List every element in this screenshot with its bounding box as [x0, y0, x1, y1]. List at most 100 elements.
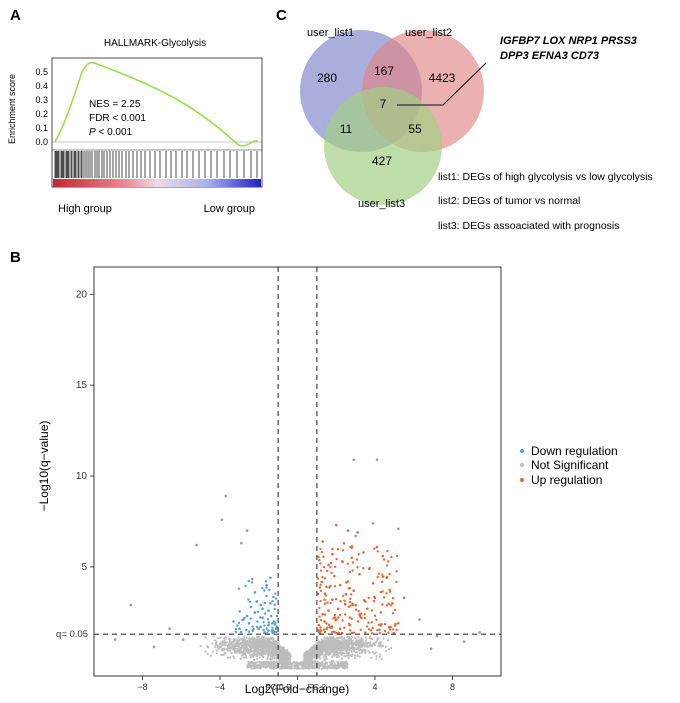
ns-point: [346, 648, 349, 651]
ns-point: [269, 651, 272, 654]
up-point: [319, 562, 322, 565]
ns-point: [229, 643, 233, 646]
ns-point: [284, 653, 287, 656]
ns-point: [311, 666, 314, 669]
ns-point: [350, 641, 354, 645]
ns-point: [313, 667, 316, 670]
up-point: [369, 629, 373, 632]
ns-point: [328, 636, 332, 639]
ns-point: [346, 666, 349, 669]
fc-threshold-label: FC 0.5: [265, 682, 291, 692]
ns-point: [257, 638, 260, 641]
up-point: [333, 630, 336, 633]
ns-point: [253, 651, 256, 655]
ns-point: [360, 649, 364, 652]
ns-point: [270, 667, 274, 670]
ns-point: [315, 651, 318, 655]
up-point: [341, 549, 345, 552]
ns-point: [344, 644, 347, 647]
ns-point: [271, 657, 274, 660]
down-point: [247, 630, 251, 633]
ns-point: [269, 658, 272, 661]
ns-point: [363, 645, 366, 648]
up-point: [344, 603, 347, 606]
ns-point: [325, 643, 329, 646]
down-point: [268, 588, 271, 592]
down-point: [241, 619, 244, 622]
ns-point: [215, 640, 218, 643]
up-point: [346, 562, 349, 565]
down-point: [234, 630, 238, 634]
gsea-ytick: 0.5: [35, 67, 48, 77]
ns-point: [267, 643, 271, 646]
ns-point: [361, 651, 364, 654]
ns-point: [342, 665, 345, 668]
ns-point: [249, 656, 252, 659]
ns-point: [259, 666, 262, 669]
ns-point: [257, 635, 260, 638]
ns-point: [345, 646, 348, 649]
ns-point: [231, 644, 234, 647]
ns-point: [358, 655, 361, 658]
ns-point: [240, 647, 243, 650]
ns-point: [306, 652, 309, 655]
up-point: [317, 623, 321, 627]
ns-point: [281, 665, 284, 668]
outlier-point: [371, 522, 375, 525]
up-point: [378, 628, 381, 631]
up-point: [349, 545, 352, 549]
down-point: [265, 586, 268, 589]
ns-point: [321, 661, 324, 664]
ns-point: [323, 649, 326, 652]
venn-gene-callout-line: [397, 62, 487, 106]
ns-point: [354, 640, 357, 643]
down-point: [256, 610, 260, 613]
down-point: [249, 605, 253, 609]
up-point: [373, 595, 376, 598]
up-point: [318, 606, 321, 610]
up-point: [370, 632, 374, 635]
ns-point: [226, 648, 229, 651]
ns-point: [272, 667, 275, 670]
ns-point: [349, 637, 352, 640]
ns-point: [322, 667, 325, 670]
up-point: [395, 580, 398, 584]
ns-point: [250, 667, 253, 670]
ns-point: [286, 656, 289, 659]
ns-point: [266, 657, 269, 661]
down-point: [251, 577, 254, 581]
ns-point: [361, 640, 364, 643]
ns-point: [366, 646, 369, 649]
outlier-point: [181, 638, 185, 641]
up-point: [389, 604, 392, 607]
ns-point: [365, 644, 368, 647]
ns-point: [336, 661, 339, 664]
outlier-point: [129, 603, 133, 607]
ns-point: [272, 646, 275, 649]
ns-point: [241, 653, 244, 656]
ns-point: [309, 649, 312, 652]
ns-point: [263, 661, 266, 664]
ns-point: [261, 653, 264, 656]
ns-point: [245, 636, 248, 639]
up-point: [359, 628, 362, 631]
ns-point: [351, 644, 354, 647]
gsea-pvalue: P < 0.001: [89, 127, 133, 138]
ns-point: [242, 656, 245, 659]
ns-point: [370, 637, 373, 640]
ns-point: [346, 644, 349, 647]
ns-point: [312, 646, 315, 650]
ns-point: [218, 645, 221, 648]
ns-point: [241, 639, 244, 642]
up-point: [393, 624, 397, 627]
ns-point: [309, 666, 312, 669]
ns-point: [242, 641, 245, 644]
x-tick-label: −4: [215, 682, 225, 692]
up-point: [333, 574, 336, 578]
ns-point: [328, 639, 332, 642]
ns-point: [373, 652, 376, 655]
ns-point: [341, 638, 344, 641]
down-point: [271, 622, 274, 625]
down-point: [267, 629, 270, 632]
down-point: [259, 616, 262, 619]
